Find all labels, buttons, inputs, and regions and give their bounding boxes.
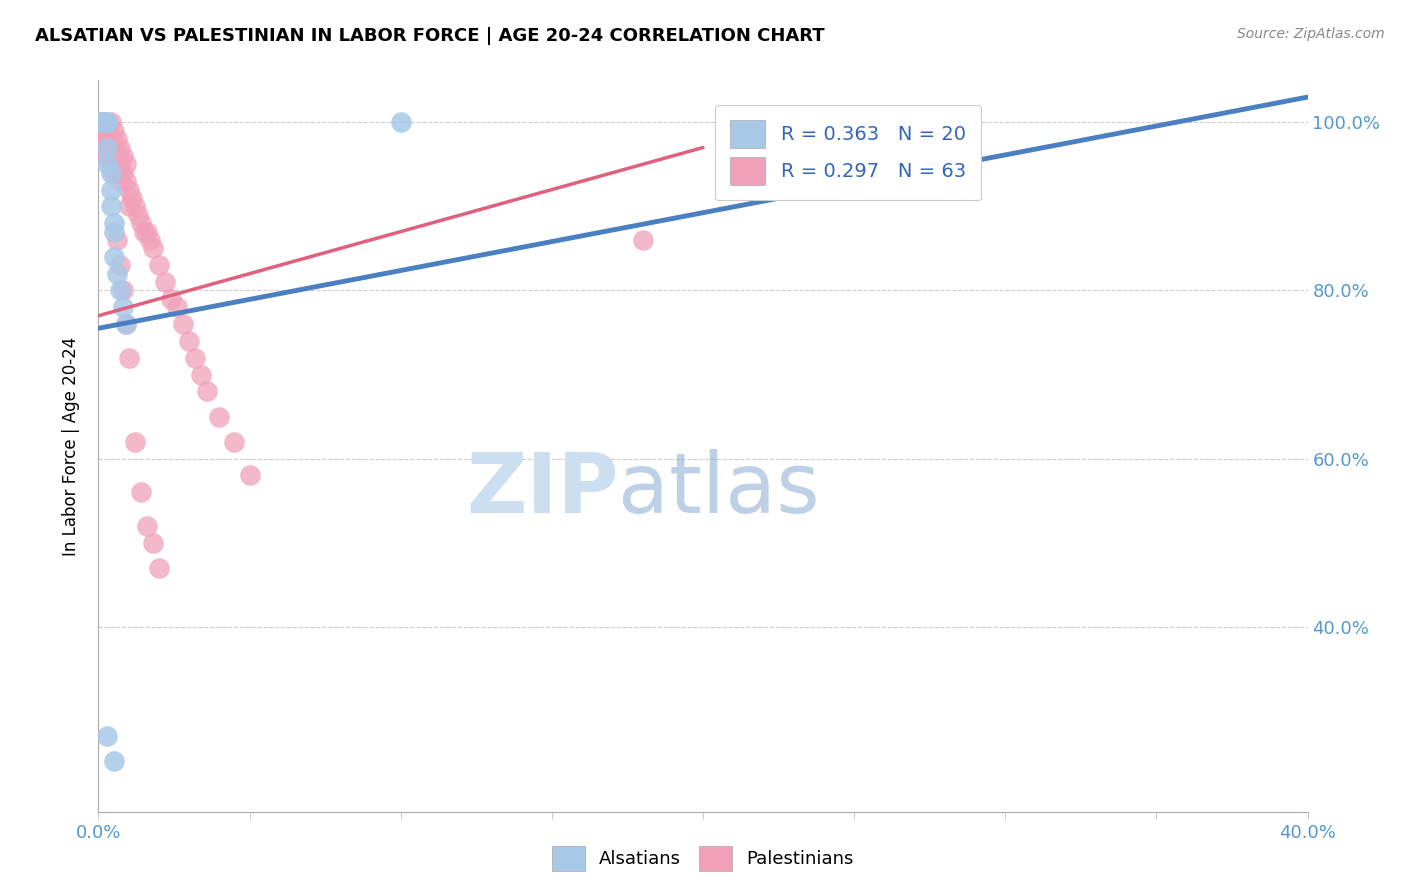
Text: atlas: atlas (619, 450, 820, 531)
Point (124, 434, 146, 449)
Point (108, 174, 131, 188)
Point (195, 384, 218, 399)
Point (96, 157, 118, 171)
Point (90, 132, 112, 146)
Point (135, 225, 157, 239)
Point (752, 115, 775, 129)
Point (127, 208, 149, 222)
Point (93, 132, 115, 146)
Point (135, 519, 157, 533)
Point (103, 754, 125, 768)
Point (108, 157, 131, 171)
Point (118, 199, 141, 213)
Point (100, 199, 122, 213)
Point (100, 132, 122, 146)
Point (93, 115, 115, 129)
Point (100, 166, 122, 180)
Point (114, 157, 136, 171)
Point (132, 225, 155, 239)
Point (100, 115, 122, 129)
Point (96, 115, 118, 129)
Point (118, 351, 141, 365)
Point (103, 124, 125, 138)
Point (108, 258, 131, 272)
Point (96, 729, 118, 743)
Point (108, 284, 131, 298)
Point (118, 183, 141, 197)
Point (111, 166, 134, 180)
Point (111, 149, 134, 163)
Point (105, 149, 128, 163)
Point (124, 199, 146, 213)
Point (90, 115, 112, 129)
Text: ZIP: ZIP (465, 450, 619, 531)
Point (139, 233, 162, 247)
Point (166, 300, 188, 314)
Point (103, 250, 125, 264)
Point (179, 334, 201, 348)
Point (105, 233, 128, 247)
Point (114, 317, 136, 331)
Text: Source: ZipAtlas.com: Source: ZipAtlas.com (1237, 27, 1385, 41)
Text: ALSATIAN VS PALESTINIAN IN LABOR FORCE | AGE 20-24 CORRELATION CHART: ALSATIAN VS PALESTINIAN IN LABOR FORCE |… (35, 27, 825, 45)
Point (148, 258, 170, 272)
Legend: R = 0.363   N = 20, R = 0.297   N = 63: R = 0.363 N = 20, R = 0.297 N = 63 (714, 104, 981, 201)
Point (108, 140, 131, 154)
Point (190, 368, 212, 382)
Point (111, 300, 134, 314)
Point (631, 233, 654, 247)
Point (239, 468, 262, 483)
Point (100, 149, 122, 163)
Point (105, 166, 128, 180)
Point (100, 183, 122, 197)
Point (389, 115, 412, 129)
Point (93, 115, 115, 129)
Point (184, 351, 207, 365)
Point (142, 535, 165, 549)
Point (100, 157, 122, 171)
Point (96, 140, 118, 154)
Point (148, 561, 170, 575)
Point (96, 140, 118, 154)
Point (172, 317, 194, 331)
Point (96, 124, 118, 138)
Point (103, 140, 125, 154)
Point (129, 485, 152, 500)
Point (224, 434, 246, 449)
Point (153, 275, 176, 289)
Point (105, 132, 128, 146)
Legend: Alsatians, Palestinians: Alsatians, Palestinians (546, 838, 860, 879)
Point (105, 267, 128, 281)
Point (93, 115, 115, 129)
Point (96, 149, 118, 163)
Point (103, 149, 125, 163)
Point (121, 191, 143, 205)
Point (93, 140, 115, 154)
Point (90, 124, 112, 138)
Point (103, 166, 125, 180)
Point (129, 216, 152, 230)
Point (114, 317, 136, 331)
Point (103, 216, 125, 230)
Point (208, 409, 231, 424)
Point (96, 115, 118, 129)
Point (93, 124, 115, 138)
Point (114, 174, 136, 188)
Point (160, 292, 183, 306)
Point (90, 115, 112, 129)
Point (142, 242, 165, 256)
Point (111, 284, 134, 298)
Point (96, 115, 118, 129)
Y-axis label: In Labor Force | Age 20-24: In Labor Force | Age 20-24 (62, 336, 80, 556)
Point (103, 225, 125, 239)
